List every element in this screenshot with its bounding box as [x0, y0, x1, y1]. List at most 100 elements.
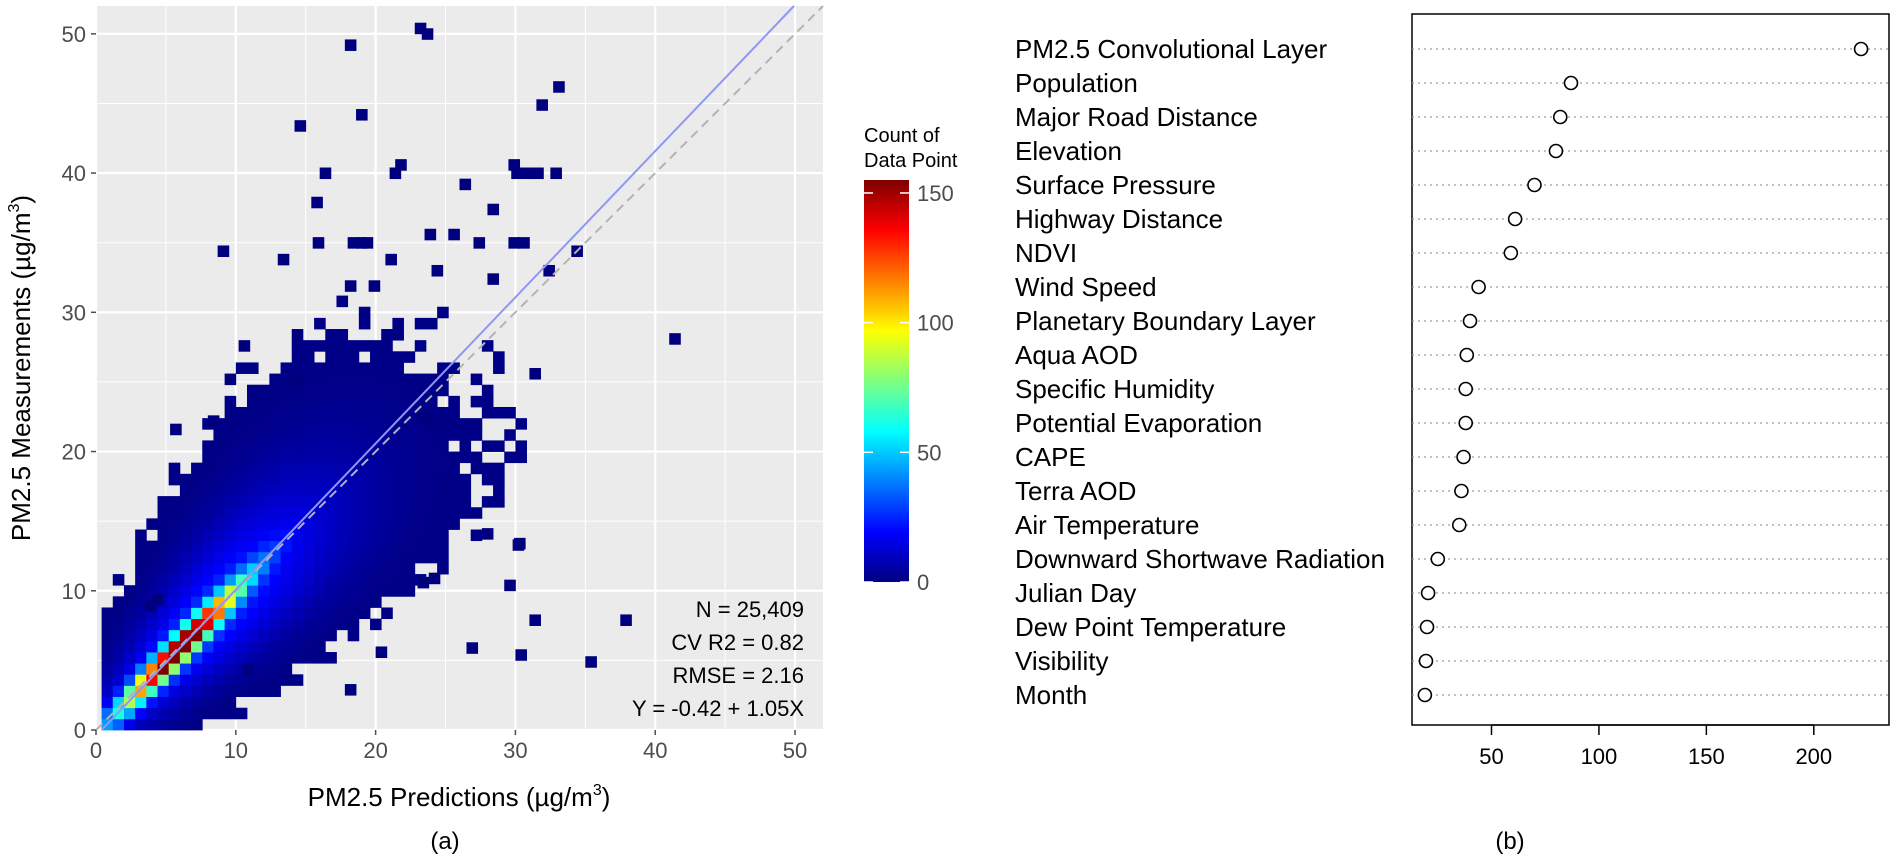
heatmap-cell — [302, 429, 315, 441]
x-tick-label: 50 — [783, 738, 807, 763]
heatmap-cell — [112, 607, 125, 620]
heatmap-cell — [381, 418, 393, 430]
heatmap-cell — [168, 707, 181, 720]
heatmap-cell — [258, 618, 270, 631]
heatmap-cell — [381, 484, 393, 497]
heatmap-cell — [336, 618, 349, 631]
stat-rmse: RMSE = 2.16 — [673, 663, 804, 688]
heatmap-cell — [213, 574, 226, 586]
heatmap-cell — [325, 362, 337, 374]
heatmap-cell — [157, 685, 170, 697]
heatmap-cell — [191, 473, 203, 486]
heatmap-cell — [280, 607, 293, 620]
heatmap-cell — [481, 496, 494, 508]
heatmap-cell — [258, 540, 270, 553]
heatmap-cell — [493, 496, 505, 508]
importance-point — [1454, 483, 1469, 499]
heatmap-cell — [246, 473, 259, 486]
heatmap-cell — [448, 518, 460, 530]
heatmap-cell — [235, 518, 248, 530]
heatmap-cell — [425, 406, 438, 419]
heatmap-cell — [258, 395, 270, 408]
heatmap-cell — [358, 440, 371, 452]
heatmap-cell — [381, 340, 393, 352]
panel-b-x-axis: 50 100 150 200 — [1479, 724, 1832, 769]
heatmap-cell — [191, 518, 203, 530]
heatmap-cell — [392, 518, 404, 530]
heatmap-cell — [358, 484, 371, 497]
heatmap-cell — [314, 395, 326, 408]
heatmap-cell — [414, 384, 427, 397]
heatmap-cell — [291, 585, 304, 597]
heatmap-cell — [202, 451, 214, 464]
heatmap-cell — [448, 406, 460, 419]
heatmap-cell — [314, 618, 326, 631]
heatmap-cell — [347, 596, 360, 608]
heatmap-cell — [280, 384, 293, 397]
heatmap-cell — [392, 540, 404, 553]
heatmap-cell — [314, 340, 326, 352]
heatmap-cell — [213, 529, 226, 542]
heatmap-cell — [269, 562, 281, 575]
heatmap-cell — [258, 406, 270, 419]
heatmap-cell — [291, 362, 304, 374]
heatmap-cell — [370, 451, 382, 464]
importance-point — [1418, 653, 1434, 669]
heatmap-cell — [414, 395, 427, 408]
heatmap-cell — [370, 362, 382, 374]
heatmap-cell — [470, 429, 483, 441]
heatmap-cell — [314, 607, 326, 620]
heatmap-cell — [344, 684, 357, 696]
heatmap-cell — [269, 674, 281, 686]
heatmap-cell — [381, 384, 393, 397]
heatmap-cell — [246, 507, 259, 519]
heatmap-cell — [157, 718, 170, 731]
heatmap-cell — [370, 562, 382, 575]
heatmap-cell — [302, 496, 315, 508]
heatmap-cell — [336, 384, 349, 397]
heatmap-cell — [302, 551, 315, 564]
heatmap-cell — [135, 574, 147, 586]
importance-point — [1563, 75, 1579, 91]
heatmap-cell — [370, 395, 382, 408]
heatmap-cell — [191, 507, 203, 519]
heatmap-cell — [146, 551, 158, 564]
heatmap-cell — [135, 685, 147, 697]
heatmap-cell — [246, 585, 259, 597]
heatmap-cell — [620, 614, 632, 626]
heatmap-cell — [135, 674, 147, 686]
heatmap-cell — [157, 562, 170, 575]
panel-b-plot-frame — [1411, 13, 1890, 726]
heatmap-cell — [392, 496, 404, 508]
heatmap-cell — [314, 418, 326, 430]
heatmap-cell — [314, 484, 326, 497]
heatmap-cell — [224, 663, 237, 675]
heatmap-cell — [336, 585, 349, 597]
variable-label: CAPE — [1015, 442, 1086, 472]
heatmap-cell — [437, 484, 449, 497]
heatmap-cell — [280, 562, 293, 575]
heatmap-cell — [585, 656, 597, 668]
heatmap-cell — [403, 574, 416, 586]
heatmap-cell — [168, 462, 181, 475]
heatmap-cell — [101, 640, 114, 653]
heatmap-cell — [481, 384, 494, 397]
heatmap-cell — [202, 507, 214, 519]
heatmap-cell — [425, 451, 438, 464]
heatmap-cell — [157, 540, 170, 553]
heatmap-cell — [258, 529, 270, 542]
heatmap-cell — [146, 685, 158, 697]
heatmap-cell — [437, 507, 449, 519]
heatmap-cell — [302, 529, 315, 542]
heatmap-cell — [314, 562, 326, 575]
y-tick-label: 30 — [62, 300, 86, 325]
heatmap-cell — [370, 406, 382, 419]
heatmap-cell — [291, 652, 304, 664]
legend-colorbar — [864, 180, 909, 582]
heatmap-cell — [179, 596, 192, 608]
heatmap-cell — [437, 540, 449, 553]
heatmap-cell — [358, 496, 371, 508]
heatmap-cell — [291, 440, 304, 452]
heatmap-cell — [213, 674, 226, 686]
heatmap-cell — [448, 395, 460, 408]
